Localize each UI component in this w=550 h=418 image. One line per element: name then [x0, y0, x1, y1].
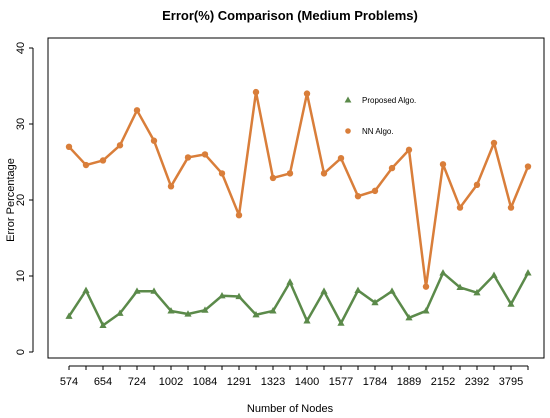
x-tick-label: 1323 — [261, 376, 285, 388]
data-point-triangle — [303, 317, 311, 324]
data-point-triangle — [320, 287, 328, 294]
chart-title: Error(%) Comparison (Medium Problems) — [162, 8, 418, 23]
data-point-triangle — [82, 286, 90, 294]
data-point-triangle — [150, 287, 158, 294]
x-axis-label: Number of Nodes — [247, 403, 334, 415]
data-point-triangle — [524, 269, 532, 276]
data-point-triangle — [218, 291, 226, 299]
data-point-triangle — [473, 288, 481, 296]
data-point-circle — [439, 161, 447, 168]
y-tick-label: 30 — [15, 118, 27, 130]
data-point-triangle — [252, 310, 260, 318]
data-point-triangle — [235, 292, 243, 300]
data-point-circle — [269, 174, 277, 182]
data-point-circle — [354, 193, 362, 200]
data-point-triangle — [167, 307, 175, 314]
legend-marker-circle — [345, 128, 351, 134]
data-point-triangle — [116, 309, 124, 316]
data-point-triangle — [490, 271, 498, 278]
data-point-triangle — [99, 321, 107, 328]
data-point-circle — [405, 146, 413, 154]
series-proposed-algo — [65, 269, 532, 328]
data-point-triangle — [456, 283, 464, 290]
data-point-triangle — [439, 269, 447, 276]
data-point-circle — [116, 142, 124, 149]
data-point-circle — [167, 183, 175, 190]
data-point-circle — [99, 157, 107, 164]
x-tick-label: 1577 — [329, 376, 353, 388]
x-tick-label: 1784 — [363, 376, 387, 388]
data-point-circle — [507, 204, 515, 211]
data-point-triangle — [201, 306, 209, 313]
data-point-triangle — [269, 307, 277, 314]
data-point-circle — [286, 170, 294, 177]
data-point-triangle — [422, 307, 430, 314]
x-tick-label: 724 — [128, 376, 146, 388]
data-point-circle — [133, 107, 141, 114]
y-axis-label: Error Percentage — [5, 158, 17, 242]
y-tick-label: 10 — [15, 270, 27, 282]
x-tick-label: 1084 — [193, 376, 217, 388]
data-point-circle — [150, 137, 158, 144]
x-tick-label: 2392 — [465, 376, 489, 388]
data-point-circle — [252, 88, 260, 96]
x-tick-label: 574 — [60, 376, 78, 388]
data-point-circle — [524, 163, 532, 170]
y-tick-label: 20 — [15, 194, 27, 206]
data-point-circle — [303, 90, 311, 97]
data-point-triangle — [65, 312, 73, 319]
x-tick-label: 1889 — [397, 376, 421, 388]
data-point-circle — [82, 161, 90, 169]
data-point-triangle — [388, 287, 396, 294]
legend-label: NN Algo. — [362, 127, 394, 136]
data-point-circle — [218, 170, 226, 177]
data-point-triangle — [354, 286, 362, 294]
data-point-circle — [456, 204, 464, 211]
data-point-circle — [490, 139, 498, 147]
data-point-triangle — [405, 314, 413, 321]
data-point-triangle — [184, 310, 192, 317]
x-tick-label: 2152 — [431, 376, 455, 388]
legend-label: Proposed Algo. — [362, 96, 416, 105]
series-nn-algo — [65, 88, 532, 290]
data-point-circle — [201, 151, 209, 158]
x-tick-label: 1002 — [159, 376, 183, 388]
data-point-circle — [473, 181, 481, 188]
data-point-circle — [320, 170, 328, 177]
data-point-circle — [371, 187, 379, 195]
data-point-circle — [65, 143, 73, 150]
data-point-triangle — [286, 278, 294, 285]
series-line — [67, 271, 530, 327]
data-point-circle — [235, 212, 243, 219]
data-point-triangle — [337, 319, 345, 326]
x-tick-label: 1291 — [227, 376, 251, 388]
x-tick-label: 3795 — [499, 376, 523, 388]
data-point-triangle — [371, 298, 379, 306]
y-tick-label: 40 — [15, 42, 27, 54]
legend-marker-triangle — [344, 96, 352, 103]
plot-frame — [47, 37, 545, 359]
data-point-circle — [184, 154, 192, 161]
data-point-circle — [388, 164, 396, 172]
x-tick-label: 654 — [94, 376, 112, 388]
series-line — [68, 90, 530, 288]
data-point-circle — [422, 283, 430, 290]
data-point-triangle — [133, 287, 141, 294]
x-tick-label: 1400 — [295, 376, 319, 388]
data-point-circle — [337, 155, 345, 162]
data-point-triangle — [507, 300, 515, 307]
y-tick-label: 0 — [15, 349, 27, 355]
